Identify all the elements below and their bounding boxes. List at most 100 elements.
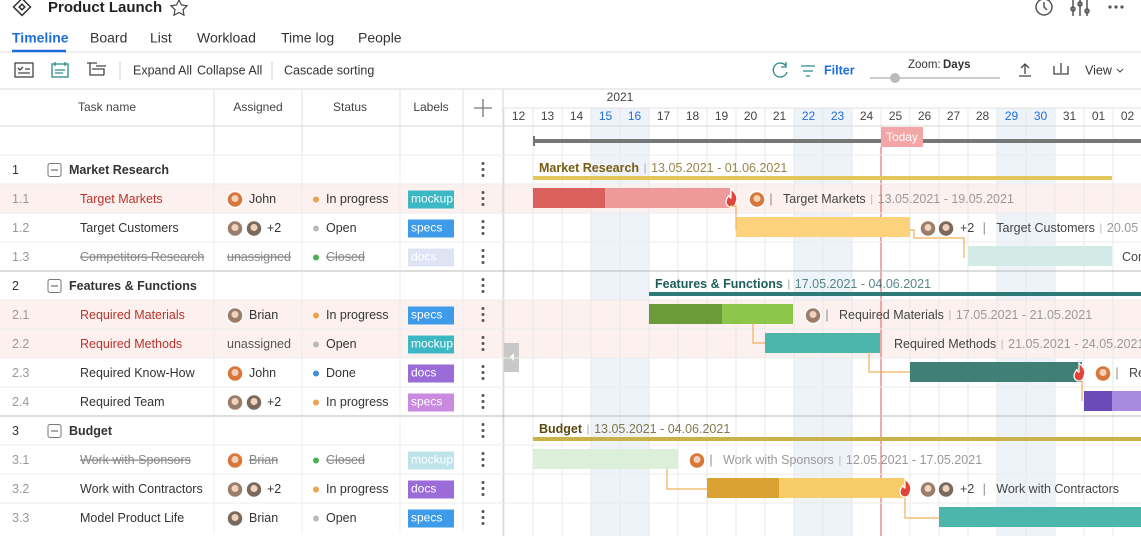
label: specs [411,395,442,409]
row-menu-dot[interactable] [481,348,485,351]
avatar-face [942,224,950,231]
row-menu-dot[interactable] [481,290,485,293]
column-header: Labels [413,100,448,114]
task-bar[interactable] [968,246,1112,266]
avatar-face [250,485,258,492]
summary-dates: 13.05.2021 - 04.06.2021 [594,422,730,436]
cascade-sorting[interactable]: Cascade sorting [284,63,374,77]
avatar-face [250,398,258,405]
task-bar[interactable] [910,362,1082,382]
more-icon[interactable] [1108,5,1124,9]
tab[interactable]: Timeline [12,30,69,46]
task-progress [649,304,722,324]
task-name[interactable]: Model Product Life [80,511,184,525]
row-menu-dot[interactable] [481,249,485,252]
row-menu-dot[interactable] [481,493,485,496]
task-bar[interactable] [939,507,1141,527]
row-menu-dot[interactable] [481,377,485,380]
row-menu-dot[interactable] [481,261,485,264]
avatar-face [809,311,817,318]
task-name[interactable]: Required Team [80,395,165,409]
day-label: 16 [628,109,642,123]
label-chip [408,509,454,528]
task-name[interactable]: Target Customers [80,221,179,235]
zoom-value[interactable]: Days [943,59,971,71]
view-chevron[interactable] [1116,68,1124,73]
row-menu-dot[interactable] [481,365,485,368]
task-name[interactable]: Work with Sponsors [80,453,191,467]
task-name[interactable]: Target Markets [80,192,163,206]
row-menu-dot[interactable] [481,307,485,310]
star-icon[interactable] [169,0,189,17]
row-menu-dot[interactable] [481,487,485,490]
row-menu-dot[interactable] [481,394,485,397]
row-menu-dot[interactable] [481,313,485,316]
tab[interactable]: Workload [197,30,256,46]
filter[interactable]: Filter [824,63,855,77]
day-label: 12 [512,109,526,123]
row-menu-dot[interactable] [481,429,485,432]
add-column[interactable] [474,99,492,117]
assignee: Brian [249,511,278,525]
tab[interactable]: People [358,30,402,46]
row-menu-dot[interactable] [481,319,485,322]
row-menu-dot[interactable] [481,423,485,426]
row-menu-dot[interactable] [481,464,485,467]
header-icons[interactable] [1035,0,1090,16]
row-menu-dot[interactable] [481,510,485,513]
expand-all[interactable]: Expand All [133,63,192,77]
row-menu-dot[interactable] [481,278,485,281]
row-menu-dot[interactable] [481,191,485,194]
row-menu-dot[interactable] [481,435,485,438]
row-menu-dot[interactable] [481,458,485,461]
row-menu-dot[interactable] [481,203,485,206]
task-name[interactable]: Required Methods [80,337,182,351]
task-bar[interactable] [765,333,880,353]
row-menu-dot[interactable] [481,452,485,455]
today-badge [881,127,923,147]
row-menu-dot[interactable] [481,162,485,165]
row-number: 1 [12,163,19,177]
row-menu-dot[interactable] [481,371,485,374]
status-dot [313,312,319,319]
task-name[interactable]: Required Know-How [80,366,196,380]
avatar-face [231,224,239,231]
row-menu-dot[interactable] [481,516,485,519]
row-menu-dot[interactable] [481,174,485,177]
avatar-face [231,456,239,463]
row-menu-dot[interactable] [481,342,485,345]
task-name[interactable]: Competitors Research [80,250,204,264]
tab[interactable]: List [150,30,172,46]
task-bar[interactable] [533,449,678,469]
collapse-all[interactable]: Collapse All [197,63,262,77]
row-menu-dot[interactable] [481,220,485,223]
day-label: 01 [1092,109,1106,123]
row-menu-dot[interactable] [481,255,485,258]
row-menu-dot[interactable] [481,481,485,484]
status-dot [313,486,319,493]
view-menu[interactable]: View [1085,63,1113,77]
toolbar-icons[interactable] [14,62,1069,78]
task-name[interactable]: Required Materials [80,308,185,322]
dependency-link [666,469,707,490]
row-menu-dot[interactable] [481,284,485,287]
task-bar[interactable] [736,217,910,237]
task-name[interactable]: Work with Contractors [80,482,203,496]
row-menu-dot[interactable] [481,226,485,229]
day-label: 18 [686,109,700,123]
row-menu-dot[interactable] [481,168,485,171]
row-menu-dot[interactable] [481,406,485,409]
row-menu-dot[interactable] [481,336,485,339]
day-label: 19 [715,109,729,123]
row-menu-dot[interactable] [481,197,485,200]
row-menu-dot[interactable] [481,522,485,525]
summary-dates: 17.05.2021 - 04.06.2021 [795,277,931,291]
bar-name: Work with Sponsors [723,453,834,467]
row-menu-dot[interactable] [481,400,485,403]
tab[interactable]: Board [90,30,127,46]
bar-assignee: +2 [960,482,974,496]
row-menu-dot[interactable] [481,232,485,235]
zoom-slider[interactable] [870,73,1000,83]
tab[interactable]: Time log [281,30,334,46]
